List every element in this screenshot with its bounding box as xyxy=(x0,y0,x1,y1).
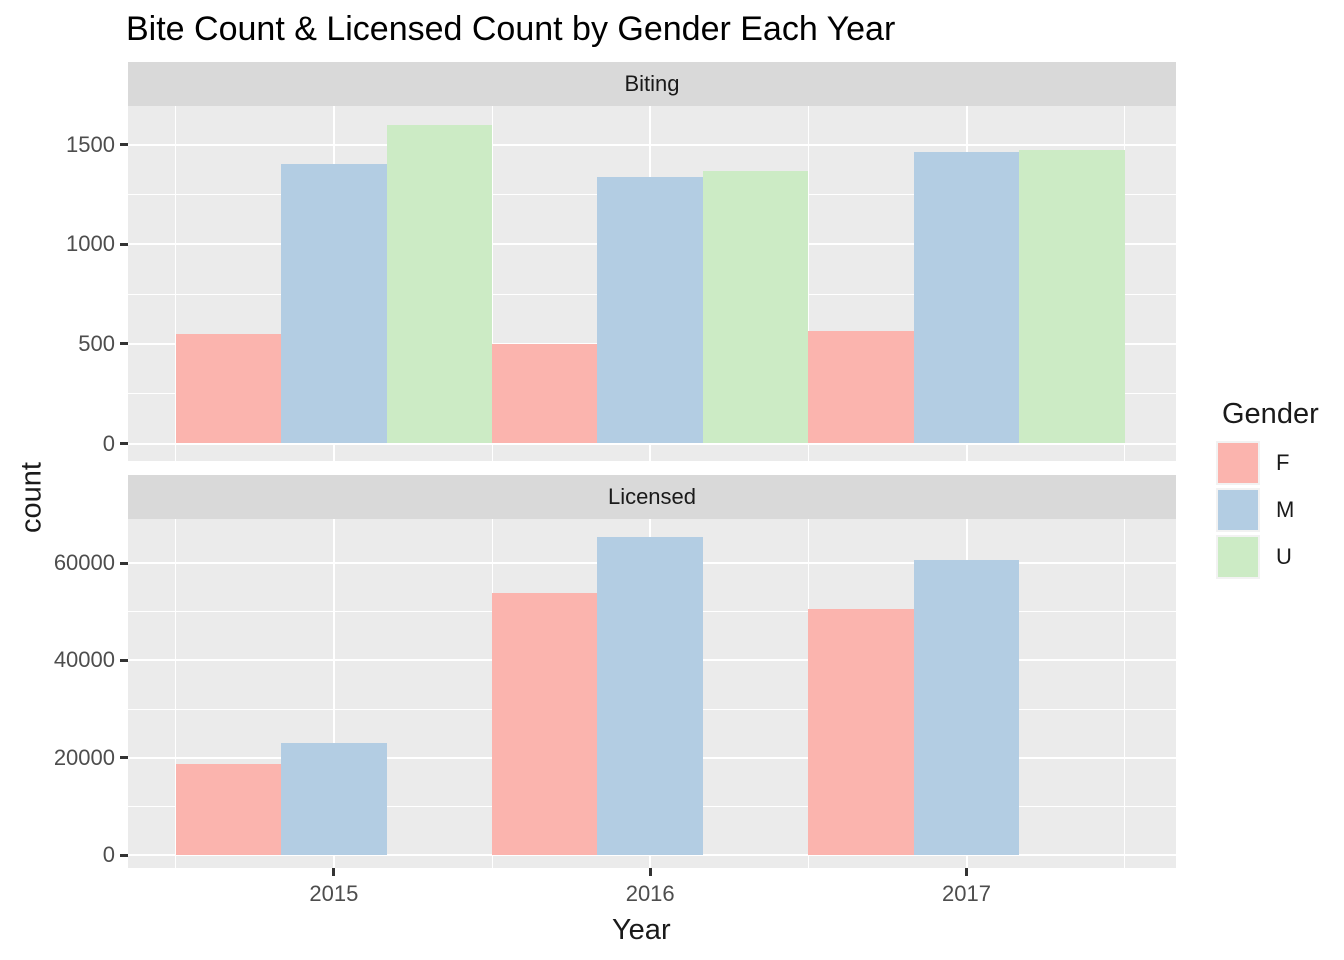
y-tick-mark xyxy=(120,442,128,445)
x-tick-mark xyxy=(332,868,336,876)
y-tick-mark xyxy=(120,242,128,246)
gridline-vertical-minor xyxy=(175,519,177,868)
y-tick-label: 0 xyxy=(102,842,115,867)
y-tick-label: 0 xyxy=(102,430,115,456)
bar-biting-2015-F xyxy=(175,333,282,444)
facet-strip-label: Biting xyxy=(624,71,680,96)
panel-licensed xyxy=(128,519,1176,868)
y-tick-label: 40000 xyxy=(53,647,115,673)
gridline-horizontal-major xyxy=(128,143,1176,146)
y-axis-title: count xyxy=(15,462,48,533)
bar-biting-2016-U xyxy=(702,171,809,444)
y-tick-label: 500 xyxy=(78,330,115,356)
bar-biting-2017-F xyxy=(808,330,914,444)
gridline-vertical-minor xyxy=(491,106,493,461)
gridline-vertical-minor xyxy=(1124,106,1126,461)
plot-title: Bite Count & Licensed Count by Gender Ea… xyxy=(126,10,896,48)
bar-biting-2015-U xyxy=(386,124,493,444)
gridline-vertical-minor xyxy=(807,106,809,461)
facet-strip-licensed: Licensed xyxy=(128,475,1176,519)
x-axis-title: Year xyxy=(612,914,671,946)
bar-licensed-2015-F xyxy=(175,763,282,855)
bar-biting-2016-M xyxy=(597,177,703,444)
legend-title: Gender xyxy=(1222,398,1319,430)
legend-entry-f: F xyxy=(1216,441,1344,485)
y-tick-mark xyxy=(120,658,128,662)
bar-licensed-2017-M xyxy=(913,560,1020,855)
bar-licensed-2016-F xyxy=(492,592,598,855)
gridline-vertical-minor xyxy=(175,106,177,461)
bar-licensed-2016-M xyxy=(597,537,703,855)
gridline-vertical-major xyxy=(332,519,335,868)
y-tick-label: 60000 xyxy=(53,550,115,575)
x-tick-mark xyxy=(648,868,652,876)
gridline-horizontal-major xyxy=(128,854,1176,856)
gridline-vertical-minor xyxy=(1124,519,1126,868)
y-tick-mark xyxy=(120,342,128,346)
x-tick-label: 2017 xyxy=(942,881,991,906)
y-tick-mark xyxy=(120,143,128,146)
y-tick-mark xyxy=(120,561,128,565)
bar-biting-2016-F xyxy=(492,343,598,444)
legend-entry-u: U xyxy=(1216,535,1344,579)
x-tick-label: 2015 xyxy=(309,881,359,906)
facet-strip-biting: Biting xyxy=(128,62,1176,106)
gridline-horizontal-major xyxy=(128,442,1176,445)
y-tick-label: 20000 xyxy=(53,744,115,770)
x-tick-label: 2016 xyxy=(625,881,675,906)
y-tick-mark xyxy=(120,756,128,760)
y-tick-label: 1000 xyxy=(66,231,115,257)
bar-licensed-2017-F xyxy=(808,609,914,855)
bar-biting-2017-M xyxy=(913,152,1020,444)
legend-label: F xyxy=(1276,450,1290,475)
legend-swatch-f xyxy=(1216,441,1260,485)
y-tick-label: 1500 xyxy=(66,131,115,157)
panel-biting xyxy=(128,106,1176,461)
bar-biting-2015-M xyxy=(281,164,387,444)
legend-swatch-m xyxy=(1216,488,1260,532)
bar-licensed-2015-M xyxy=(281,742,387,855)
legend: Gender F M U xyxy=(1210,398,1344,582)
legend-label: U xyxy=(1276,544,1292,569)
bar-biting-2017-U xyxy=(1019,150,1125,444)
x-tick-mark xyxy=(965,868,969,876)
legend-swatch-u xyxy=(1216,535,1260,579)
legend-label: M xyxy=(1276,497,1295,522)
facet-strip-label: Licensed xyxy=(607,484,697,509)
y-tick-mark xyxy=(120,853,128,857)
legend-entry-m: M xyxy=(1216,488,1344,532)
